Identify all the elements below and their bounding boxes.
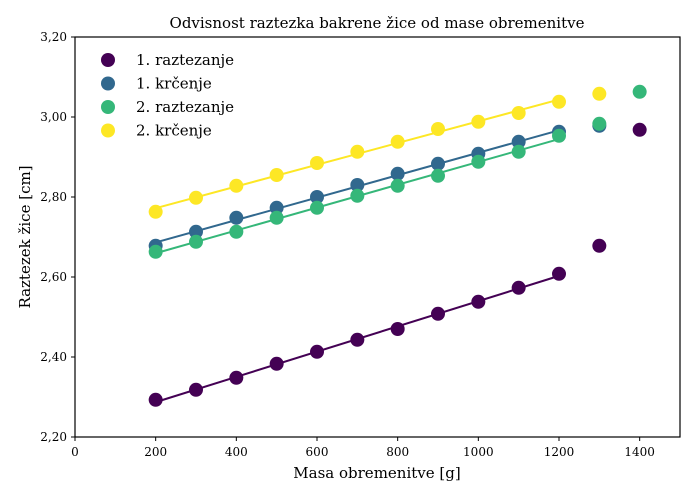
data-point-series-1: [431, 306, 445, 321]
data-point-series-2: [511, 134, 526, 149]
data-point-series-4: [148, 204, 163, 219]
data-point-series-4: [189, 190, 203, 205]
data-point-series-4: [511, 106, 526, 120]
x-tick-label: 400: [225, 445, 248, 459]
data-point-series-2: [269, 200, 284, 215]
data-point-series-4: [390, 134, 405, 149]
data-point-series-4: [310, 156, 324, 170]
data-point-series-3: [431, 168, 445, 183]
legend-marker: [101, 76, 115, 91]
data-point-series-3: [511, 144, 526, 159]
y-tick-label: 3,00: [40, 110, 67, 124]
data-point-series-4: [592, 86, 607, 101]
data-point-series-1: [552, 266, 566, 281]
axes: 0 200 400 600 800 1000 1200 1400 2,20 2,40 2,60 2,8…: [40, 30, 681, 459]
data-point-series-3: [229, 224, 244, 239]
data-point-series-3: [148, 244, 163, 259]
plot-frame: [74, 36, 681, 438]
data-point-series-1: [269, 356, 284, 371]
data-point-series-3: [632, 84, 647, 99]
x-tick-label: 1000: [463, 445, 494, 459]
plot-area: [148, 84, 647, 407]
y-tick-label: 2,40: [40, 350, 67, 364]
data-point-series-2: [431, 156, 445, 171]
data-point-series-3: [552, 128, 566, 143]
y-tick-label: 2,60: [40, 270, 67, 284]
data-point-series-1: [511, 280, 526, 295]
legend-label: 2. raztezanje: [136, 98, 234, 116]
legend-label: 1. krčenje: [136, 75, 212, 93]
data-point-series-1: [471, 294, 486, 309]
legend-marker: [101, 123, 115, 138]
data-point-series-3: [471, 154, 486, 169]
legend: 1. raztezanje 1. krčenje 2. raztezanje 2. k…: [101, 51, 234, 140]
data-point-series-1: [148, 392, 163, 407]
data-point-series-2: [189, 224, 203, 239]
x-tick-label: 1400: [624, 445, 655, 459]
y-tick-label: 2,20: [40, 430, 67, 444]
data-point-series-1: [189, 382, 203, 397]
data-point-series-3: [390, 178, 405, 193]
x-tick-label: 200: [144, 445, 167, 459]
data-point-series-2: [229, 210, 244, 225]
data-point-series-4: [431, 122, 445, 136]
data-point-series-4: [350, 144, 365, 159]
data-point-series-1: [310, 344, 324, 359]
data-point-series-3: [592, 116, 607, 131]
x-tick-label: 600: [306, 445, 329, 459]
data-point-series-1: [350, 332, 365, 347]
data-point-series-4: [552, 94, 566, 109]
data-point-series-3: [189, 234, 203, 249]
data-point-series-3: [269, 210, 284, 225]
legend-marker: [101, 100, 115, 114]
data-point-series-4: [269, 168, 284, 182]
data-point-series-1: [229, 370, 244, 385]
data-point-series-2: [310, 190, 324, 204]
data-point-series-1: [390, 322, 405, 336]
legend-label: 2. krčenje: [136, 122, 212, 140]
x-axis-title: Masa obremenitve [g]: [293, 464, 460, 482]
chart-title: Odvisnost raztezka bakrene žice od mase …: [170, 14, 585, 32]
data-point-series-2: [390, 166, 405, 181]
data-point-series-4: [471, 114, 486, 129]
data-point-series-1: [632, 122, 647, 137]
data-point-series-4: [229, 178, 244, 193]
data-point-series-2: [350, 178, 365, 192]
legend-label: 1. raztezanje: [136, 51, 234, 69]
x-tick-label: 1200: [544, 445, 575, 459]
y-axis-title: Raztezek žice [cm]: [16, 165, 34, 308]
data-point-series-1: [592, 238, 607, 253]
y-tick-label: 3,20: [40, 30, 67, 44]
legend-marker: [101, 53, 115, 67]
x-tick-label: 0: [71, 445, 79, 459]
x-tick-label: 800: [386, 445, 409, 459]
data-point-series-3: [310, 200, 324, 215]
data-point-series-3: [350, 188, 365, 203]
y-tick-label: 2,80: [40, 190, 67, 204]
